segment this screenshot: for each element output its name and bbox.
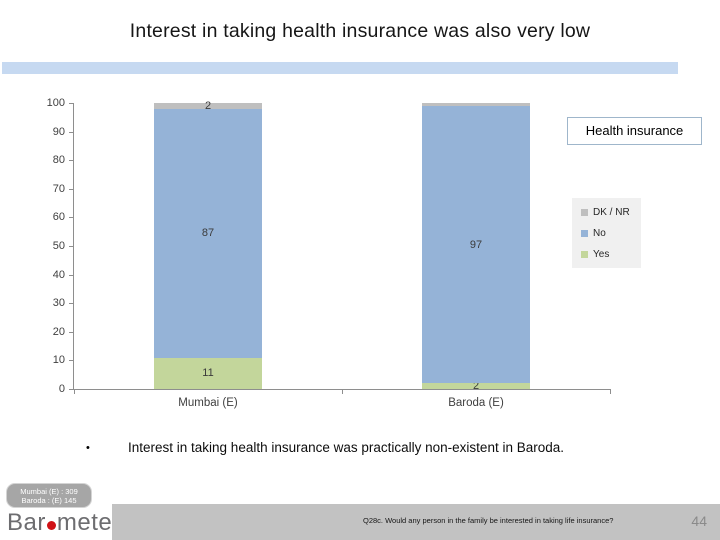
y-axis-tick-label: 20 <box>52 325 65 338</box>
bar-segment-dk-nr: 2 <box>154 99 262 112</box>
barometer-logo: Bar meter <box>7 509 121 537</box>
legend-item: No <box>581 228 641 239</box>
bar-segment-no: 87 <box>154 108 262 358</box>
bar-segment-no: 97 <box>422 105 530 384</box>
y-axis-tick-label: 80 <box>52 154 65 167</box>
y-axis-tick-label: 90 <box>52 125 65 138</box>
bar-data-label: 2 <box>204 99 212 112</box>
x-axis-tick-mark <box>74 389 75 394</box>
footer-bar: Q28c. Would any person in the family be … <box>112 504 720 540</box>
y-axis-tick-label: 30 <box>52 297 65 310</box>
y-axis-tick-mark <box>69 274 74 276</box>
y-axis-tick-mark <box>69 360 74 362</box>
y-axis-tick-label: 70 <box>52 182 65 195</box>
x-axis-category-label: Mumbai (E) <box>178 397 238 409</box>
y-axis-tick-label: 60 <box>52 211 65 224</box>
legend-swatch <box>581 208 588 216</box>
y-axis-tick-mark <box>69 160 74 162</box>
y-axis-tick-mark <box>69 246 74 247</box>
logo-text-prefix: Bar <box>7 509 46 536</box>
y-axis-tick-mark <box>69 331 74 333</box>
y-axis-tick-label: 50 <box>52 240 65 252</box>
title-underline-band <box>2 62 678 74</box>
bar-data-label: 11 <box>202 367 214 380</box>
y-axis-tick-mark <box>69 103 74 104</box>
page-number: 44 <box>691 513 707 529</box>
stacked-bar-chart: 0 10 20 30 40 50 60 70 80 90 100 11 87 2 Mumbai (E) 2 97… <box>47 97 611 409</box>
bar-segment-yes: 2 <box>422 380 530 393</box>
x-axis-category-label: Baroda (E) <box>448 397 504 409</box>
logo-text-suffix: meter <box>56 509 121 536</box>
chart-legend: DK / NR No Yes <box>572 198 641 268</box>
y-axis-tick-mark <box>69 217 74 219</box>
x-axis-tick-mark <box>610 389 611 394</box>
sample-size-line-2: Baroda : (E) 145 <box>21 495 77 505</box>
y-axis-tick-mark <box>69 131 74 133</box>
page-title: Interest in taking health insurance was … <box>129 20 591 42</box>
bar-data-label: 97 <box>469 238 483 251</box>
y-axis-tick-mark <box>69 188 74 190</box>
legend-label: Yes <box>593 248 610 260</box>
bullet-marker: • <box>86 442 90 454</box>
y-axis-tick-label: 0 <box>58 383 65 395</box>
legend-swatch <box>581 229 588 237</box>
legend-item: Yes <box>581 249 641 260</box>
logo-red-dot-icon <box>46 521 56 530</box>
sample-size-line-1: Mumbai (E) : 309 <box>20 486 78 496</box>
bar-segment-yes: 11 <box>154 357 262 389</box>
y-axis-tick-mark <box>69 303 74 305</box>
y-axis-tick-mark <box>69 389 74 390</box>
health-insurance-callout: Health insurance <box>567 117 702 145</box>
legend-label: DK / NR <box>593 206 630 218</box>
footer-question: Q28c. Would any person in the family be … <box>363 516 614 525</box>
legend-swatch <box>581 250 588 258</box>
y-axis-tick-label: 100 <box>46 97 65 109</box>
sample-size-note: Mumbai (E) : 309 Baroda : (E) 145 <box>6 483 92 508</box>
bar-data-label: 87 <box>201 227 215 240</box>
y-axis-tick-label: 40 <box>52 268 65 281</box>
bar-segment-dk-nr <box>422 103 530 106</box>
legend-item: DK / NR <box>581 207 641 218</box>
y-axis-tick-label: 10 <box>52 354 65 367</box>
legend-label: No <box>593 227 606 239</box>
bar-data-label: 2 <box>472 380 480 393</box>
x-axis-tick-mark <box>342 389 343 394</box>
bullet-text: Interest in taking health insurance was … <box>128 440 564 455</box>
